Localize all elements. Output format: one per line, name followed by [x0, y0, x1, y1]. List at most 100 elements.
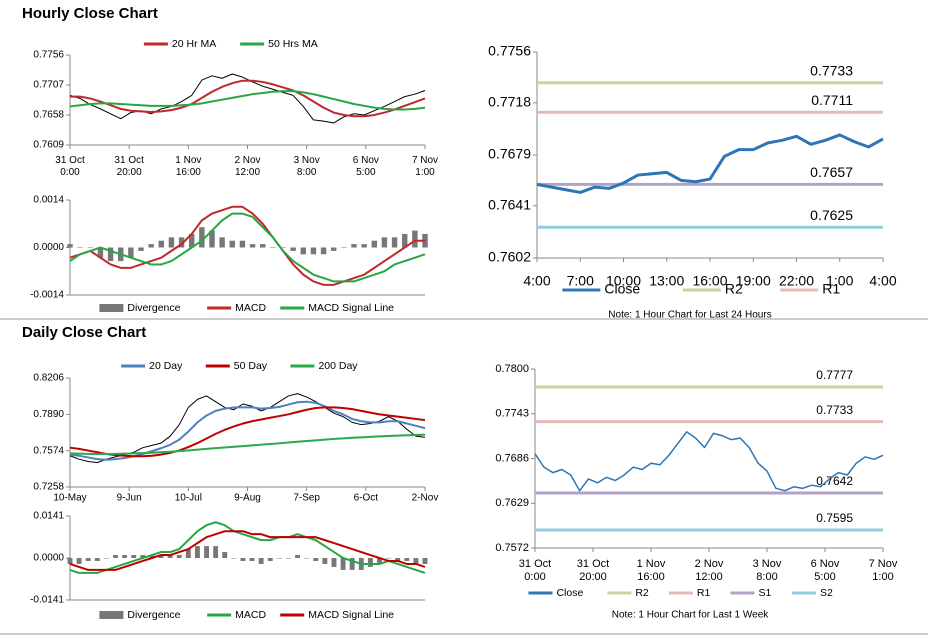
x-tick-label: 31 Oct 0:00 — [519, 558, 551, 583]
x-tick-label: 2 Nov 12:00 — [695, 558, 724, 583]
x-tick-label: 4:00 — [523, 273, 550, 289]
legend-label: Divergence — [127, 609, 180, 621]
legend-label: S1 — [758, 587, 771, 599]
y-tick-label: -0.0141 — [30, 595, 64, 606]
x-tick-label: 16:00 — [692, 273, 727, 289]
divergence-bar — [313, 558, 319, 561]
legend-label: 20 Hr MA — [172, 38, 216, 50]
y-tick-label: -0.0014 — [30, 290, 64, 301]
x-tick-label: 10-May — [53, 493, 86, 504]
x-tick-label: 7 Nov 1:00 — [412, 155, 438, 178]
divergence-bar — [340, 558, 346, 570]
level-label: 0.7657 — [810, 164, 853, 180]
divergence-bar — [168, 237, 175, 248]
legend-label: Close — [556, 587, 583, 599]
divergence-bar — [128, 247, 134, 258]
divergence-bar — [148, 244, 154, 248]
x-tick-label: 22:00 — [779, 273, 814, 289]
divergence-bar — [67, 558, 73, 564]
divergence-bar — [85, 558, 91, 561]
divergence-bar — [341, 247, 347, 248]
x-tick-label: 1 Nov 16:00 — [175, 155, 201, 178]
level-label: 0.7711 — [811, 92, 853, 108]
x-tick-label: 31 Oct 20:00 — [577, 558, 609, 583]
x-tick-label: 6-Oct — [354, 493, 379, 504]
x-tick-label: 7:00 — [567, 273, 594, 289]
divergence-bar — [222, 552, 228, 558]
x-tick-label: 4:00 — [869, 273, 896, 289]
legend-label: Divergence — [127, 302, 180, 314]
series-line — [69, 90, 426, 111]
y-tick-label: 0.0014 — [33, 195, 64, 206]
divergence-bar — [320, 247, 327, 255]
divergence-bar — [249, 558, 255, 561]
divergence-bar — [149, 555, 155, 558]
divergence-bar — [113, 555, 118, 558]
divergence-bar — [331, 247, 337, 251]
series-line — [69, 212, 426, 283]
divergence-bar — [395, 558, 401, 561]
divergence-bar — [209, 230, 215, 248]
y-tick-label: 0.7258 — [33, 482, 64, 493]
divergence-bar — [404, 558, 410, 561]
series-line — [69, 530, 426, 571]
x-tick-label: 19:00 — [736, 273, 771, 289]
y-tick-label: 0.7574 — [33, 445, 64, 456]
divergence-bar — [371, 240, 377, 248]
series-line — [70, 79, 426, 118]
divergence-bar — [240, 558, 246, 561]
series-line — [69, 205, 425, 286]
series-line — [69, 400, 426, 461]
divergence-bar — [229, 240, 235, 248]
divergence-bar — [231, 558, 237, 559]
level-label: 0.7733 — [816, 403, 853, 417]
x-tick-label: 2 Nov 12:00 — [234, 155, 260, 178]
divergence-bar — [107, 247, 114, 262]
level-label: 0.7777 — [816, 368, 853, 382]
divergence-bar — [413, 558, 419, 564]
x-tick-label: 1 Nov 16:00 — [637, 558, 666, 583]
x-tick-label: 10:00 — [606, 273, 641, 289]
y-tick-label: 0.7609 — [33, 140, 64, 151]
divergence-bar — [94, 558, 100, 561]
series-line — [536, 133, 884, 194]
legend-label: 200 Day — [318, 360, 358, 372]
divergence-bar — [276, 558, 282, 559]
y-tick-label: 0.0141 — [33, 511, 64, 522]
series-line — [534, 431, 884, 492]
legend-label: MACD Signal Line — [308, 609, 394, 621]
divergence-bar — [260, 244, 266, 248]
divergence-bar — [176, 555, 182, 558]
divergence-bar — [361, 244, 367, 248]
divergence-bar — [310, 247, 317, 255]
legend-label: 50 Day — [234, 360, 268, 372]
divergence-bar — [351, 244, 357, 248]
divergence-bar — [194, 546, 200, 558]
divergence-bar — [199, 227, 205, 248]
legend-label: R2 — [725, 281, 743, 297]
x-tick-label: 3 Nov 8:00 — [294, 155, 320, 178]
series-line — [69, 433, 426, 455]
divergence-bar — [178, 237, 185, 248]
divergence-bar — [189, 233, 195, 248]
divergence-bar — [295, 555, 301, 558]
divergence-bar — [138, 247, 144, 251]
divergence-bar — [213, 546, 219, 558]
divergence-bar — [158, 240, 164, 248]
legend-label: R1 — [697, 587, 711, 599]
y-tick-label: 0.7756 — [488, 43, 531, 59]
y-tick-label: 0.7602 — [488, 249, 531, 265]
x-tick-label: 13:00 — [649, 273, 684, 289]
divergence-bar — [412, 230, 418, 248]
divergence-bar — [122, 555, 128, 558]
level-label: 0.7733 — [810, 62, 853, 78]
divergence-bar — [280, 247, 286, 248]
x-tick-label: 3 Nov 8:00 — [753, 558, 782, 583]
x-tick-label: 9-Aug — [234, 493, 261, 504]
legend-label: MACD — [235, 609, 266, 621]
series-line — [69, 406, 426, 458]
legend-label: R1 — [822, 281, 840, 297]
divergence-bar — [377, 558, 382, 564]
